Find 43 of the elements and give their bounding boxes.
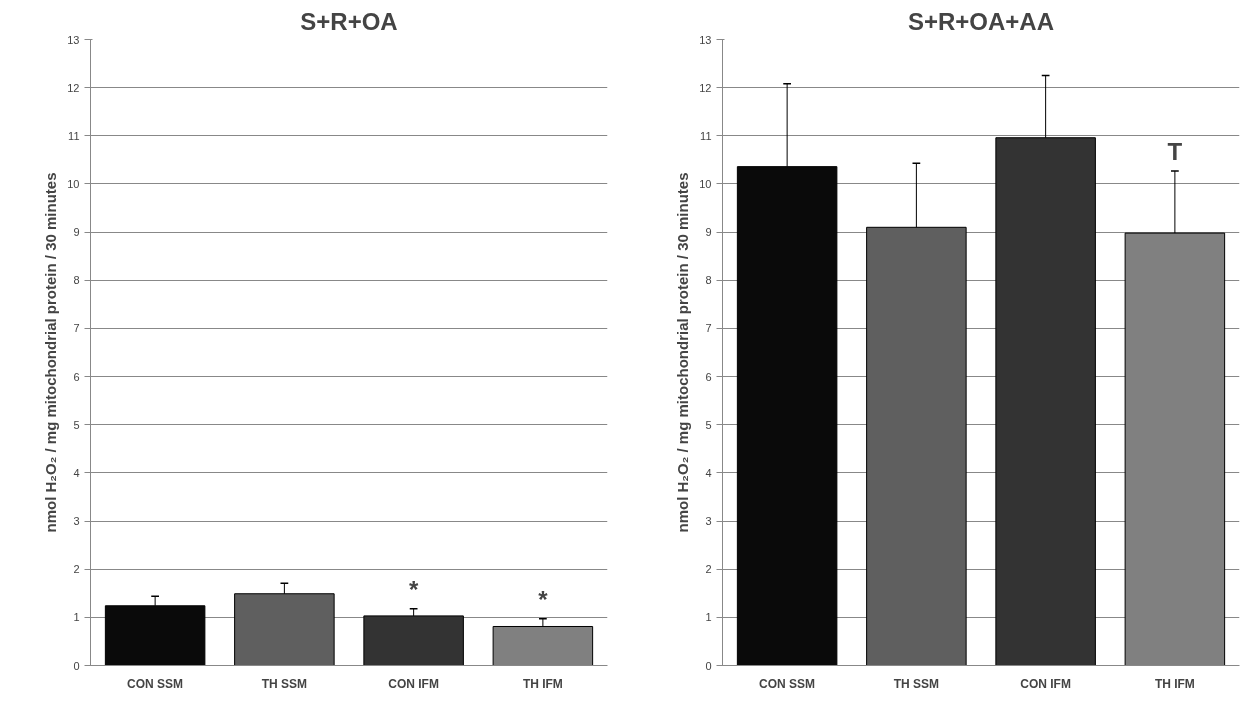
y-tick-label: 0 (705, 659, 712, 672)
y-tick-label: 7 (705, 322, 712, 335)
y-tick-label: 9 (705, 226, 712, 239)
annotation: T (1167, 137, 1183, 165)
y-tick-label: 4 (73, 466, 80, 479)
y-tick-label: 11 (68, 129, 80, 142)
x-tick-label: CON IFM (388, 676, 439, 691)
y-tick-label: 0 (73, 659, 80, 672)
y-tick-label: 9 (73, 226, 80, 239)
annotation: * (408, 575, 419, 603)
y-tick-label: 5 (705, 418, 712, 431)
x-tick-label: TH IFM (1154, 676, 1195, 691)
x-tick-label: CON IFM (1020, 676, 1071, 691)
y-tick-label: 3 (73, 515, 80, 528)
y-tick-label: 3 (705, 515, 712, 528)
y-tick-label: 8 (705, 274, 712, 287)
y-axis-title: nmol H₂O₂ / mg mitochondrial protein / 30 minutes (42, 172, 60, 533)
chart-title: S+R+OA+AA (907, 7, 1055, 35)
x-tick-label: TH SSM (261, 676, 308, 691)
y-tick-label: 2 (73, 563, 80, 576)
annotation: * (538, 585, 549, 613)
y-tick-label: 4 (705, 466, 712, 479)
x-tick-label: CON SSM (127, 676, 184, 691)
chart-title: S+R+OA (300, 7, 398, 35)
y-tick-label: 6 (705, 370, 712, 383)
y-tick-label: 7 (73, 322, 80, 335)
y-tick-label: 1 (73, 611, 80, 624)
y-tick-label: 13 (67, 33, 80, 46)
x-tick-label: CON SSM (759, 676, 816, 691)
y-axis-title: nmol H₂O₂ / mg mitochondrial protein / 30 minutes (674, 172, 692, 533)
y-tick-label: 12 (67, 81, 80, 94)
y-tick-label: 12 (699, 81, 712, 94)
y-tick-label: 10 (67, 177, 80, 190)
y-tick-label: 13 (699, 33, 712, 46)
x-tick-label: TH IFM (522, 676, 563, 691)
y-tick-label: 11 (700, 129, 712, 142)
y-tick-label: 2 (705, 563, 712, 576)
y-tick-label: 8 (73, 274, 80, 287)
y-tick-label: 1 (705, 611, 712, 624)
x-tick-label: TH SSM (893, 676, 940, 691)
y-tick-label: 5 (73, 418, 80, 431)
y-tick-label: 6 (73, 370, 80, 383)
y-tick-label: 10 (699, 177, 712, 190)
